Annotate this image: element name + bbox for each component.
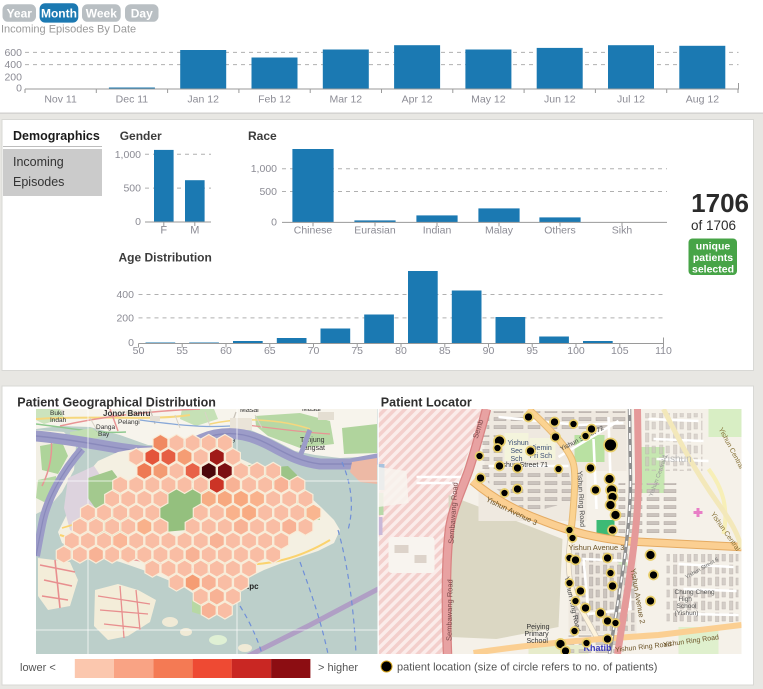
svg-text:Chinese: Chinese	[294, 225, 333, 237]
svg-text:600: 600	[4, 47, 22, 59]
svg-text:1,000: 1,000	[115, 149, 141, 161]
svg-text:90: 90	[483, 345, 495, 357]
svg-text:Bay: Bay	[98, 431, 110, 438]
svg-text:F: F	[160, 225, 167, 237]
svg-text:Eurasian: Eurasian	[354, 225, 396, 237]
svg-text:Race: Race	[248, 129, 277, 143]
svg-text:Tanjung: Tanjung	[300, 437, 325, 444]
svg-text:Chung Cheng: Chung Cheng	[675, 589, 715, 596]
svg-text:0: 0	[135, 216, 141, 228]
svg-text:100: 100	[567, 345, 585, 357]
svg-text:95: 95	[526, 345, 538, 357]
svg-text:selected: selected	[692, 264, 734, 276]
svg-text:May 12: May 12	[471, 94, 506, 106]
svg-text:Pelangi: Pelangi	[118, 419, 140, 426]
svg-text:School: School	[527, 638, 549, 645]
svg-text:.pc: .pc	[247, 582, 259, 591]
svg-text:Age Distribution: Age Distribution	[119, 251, 212, 265]
svg-text:of 1706: of 1706	[691, 218, 736, 233]
svg-text:80: 80	[395, 345, 407, 357]
svg-text:> higher: > higher	[318, 662, 358, 674]
svg-text:Patient Locator: Patient Locator	[381, 396, 472, 410]
svg-text:Patient Geographical Distribut: Patient Geographical Distribution	[17, 396, 216, 410]
svg-text:patient location (size of circ: patient location (size of circle refers …	[397, 662, 657, 674]
svg-text:patients: patients	[693, 252, 733, 264]
svg-text:Peiying: Peiying	[527, 624, 550, 631]
svg-text:200: 200	[116, 312, 134, 324]
svg-text:Others: Others	[544, 225, 576, 237]
svg-text:Jun 12: Jun 12	[544, 94, 576, 106]
svg-text:85: 85	[439, 345, 451, 357]
svg-text:M: M	[190, 225, 199, 237]
svg-text:unique: unique	[696, 241, 731, 253]
svg-text:Yishun: Yishun	[662, 454, 692, 465]
svg-text:Sikh: Sikh	[612, 225, 633, 237]
svg-text:Year: Year	[7, 6, 33, 20]
svg-text:Malay: Malay	[485, 225, 514, 237]
svg-text:lower <: lower <	[20, 662, 56, 674]
svg-text:400: 400	[4, 59, 22, 71]
svg-text:400: 400	[116, 289, 134, 301]
svg-text:Bukit: Bukit	[50, 410, 65, 417]
svg-text:Sec: Sec	[511, 448, 524, 455]
svg-text:Yishun Avenue 3: Yishun Avenue 3	[569, 543, 625, 552]
svg-text:Yishun Street 71: Yishun Street 71	[497, 462, 549, 469]
svg-text:Jiemin: Jiemin	[532, 445, 552, 452]
svg-text:Masai: Masai	[302, 406, 321, 413]
svg-text:Aug 12: Aug 12	[686, 94, 719, 106]
svg-text:Danga: Danga	[96, 424, 116, 431]
svg-text:60: 60	[220, 345, 232, 357]
svg-text:Sembawang Road: Sembawang Road	[447, 482, 460, 544]
svg-text:Mar 12: Mar 12	[329, 94, 362, 106]
svg-text:Jonor Banru: Jonor Banru	[103, 409, 151, 418]
svg-text:65: 65	[264, 345, 276, 357]
svg-text:500: 500	[123, 183, 141, 195]
svg-text:70: 70	[308, 345, 320, 357]
svg-text:High: High	[679, 596, 693, 603]
svg-text:Incoming: Incoming	[13, 155, 64, 169]
svg-text:Nov 11: Nov 11	[44, 94, 77, 106]
svg-text:105: 105	[611, 345, 629, 357]
svg-text:Month: Month	[41, 6, 77, 20]
svg-text:1,000: 1,000	[251, 163, 277, 175]
svg-text:Khatib: Khatib	[584, 643, 613, 653]
svg-text:Yishun Ring Road: Yishun Ring Road	[576, 471, 586, 528]
svg-text:Jul 12: Jul 12	[617, 94, 645, 106]
svg-text:500: 500	[259, 186, 277, 198]
svg-text:0: 0	[128, 337, 134, 349]
svg-text:Episodes: Episodes	[13, 175, 64, 189]
svg-text:Day: Day	[131, 6, 153, 20]
svg-text:Pri Sch: Pri Sch	[530, 453, 553, 460]
svg-text:Langsat: Langsat	[300, 445, 325, 452]
svg-text:Feb 12: Feb 12	[258, 94, 291, 106]
svg-text:Indah: Indah	[50, 417, 67, 424]
svg-text:Yishun: Yishun	[508, 440, 529, 447]
svg-text:50: 50	[133, 345, 145, 357]
svg-text:55: 55	[176, 345, 188, 357]
svg-text:Sch: Sch	[511, 456, 523, 463]
svg-text:0: 0	[271, 216, 277, 228]
svg-text:Sembawang Road: Sembawang Road	[445, 579, 455, 641]
svg-text:1706: 1706	[691, 188, 749, 218]
svg-text:Primary: Primary	[525, 631, 550, 638]
svg-text:75: 75	[351, 345, 363, 357]
svg-text:Gender: Gender	[120, 129, 162, 143]
svg-text:200: 200	[4, 71, 22, 83]
svg-text:110: 110	[655, 345, 672, 357]
svg-text:Jan 12: Jan 12	[187, 94, 219, 106]
svg-text:Week: Week	[86, 6, 117, 20]
svg-text:Masai: Masai	[240, 407, 259, 414]
svg-text:Dec 11: Dec 11	[116, 94, 149, 106]
svg-text:(Yishun): (Yishun)	[675, 610, 699, 617]
svg-text:School: School	[677, 603, 697, 610]
svg-text:Indian: Indian	[423, 225, 452, 237]
svg-text:Demographics: Demographics	[13, 129, 100, 143]
svg-text:Incoming Episodes By Date: Incoming Episodes By Date	[1, 24, 136, 36]
svg-text:0: 0	[16, 82, 22, 94]
svg-text:Apr 12: Apr 12	[402, 94, 433, 106]
